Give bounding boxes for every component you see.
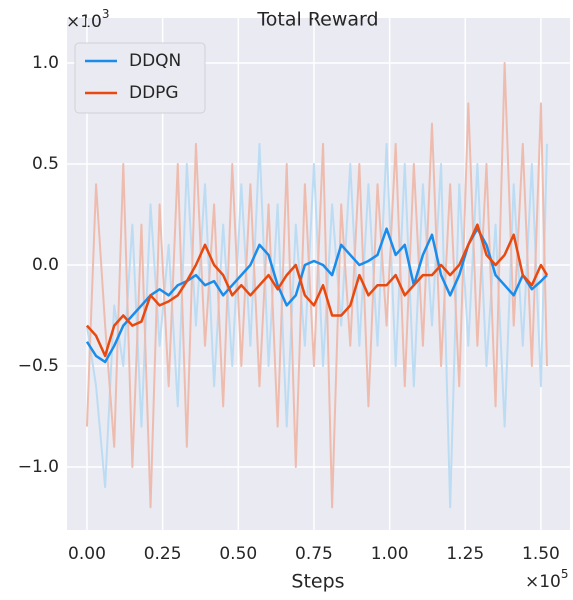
x-tick-label: 1.25 — [446, 544, 484, 564]
y-offset: ×103 — [66, 7, 110, 33]
x-tick-label: 0.25 — [144, 544, 182, 564]
x-offset-base: ×10 — [525, 572, 561, 592]
y-tick-label: −0.5 — [18, 356, 59, 376]
x-tick-label: 0.75 — [295, 544, 333, 564]
x-axis-label: Steps — [291, 571, 344, 593]
x-tick-label: 1.00 — [371, 544, 409, 564]
y-offset-exponent: 3 — [102, 7, 110, 21]
raw-line — [85, 62, 548, 509]
y-tick-label: 0.0 — [32, 255, 59, 275]
x-offset-exponent: 5 — [561, 567, 569, 581]
legend-label: DDPG — [129, 83, 179, 103]
y-offset-base: ×10 — [66, 12, 102, 32]
y-tick-label: 0.5 — [32, 154, 59, 174]
legend-label: DDQN — [129, 51, 181, 71]
x-offset: ×105 — [525, 567, 569, 593]
x-tick-label: 0.50 — [219, 544, 257, 564]
line — [86, 223, 549, 358]
x-tick-label: 0.00 — [68, 544, 106, 564]
y-tick-label: −1.0 — [18, 457, 59, 477]
y-tick-label: 1.0 — [32, 53, 59, 73]
x-tick-label: 1.50 — [522, 544, 560, 564]
chart-title: Total Reward — [256, 9, 378, 31]
